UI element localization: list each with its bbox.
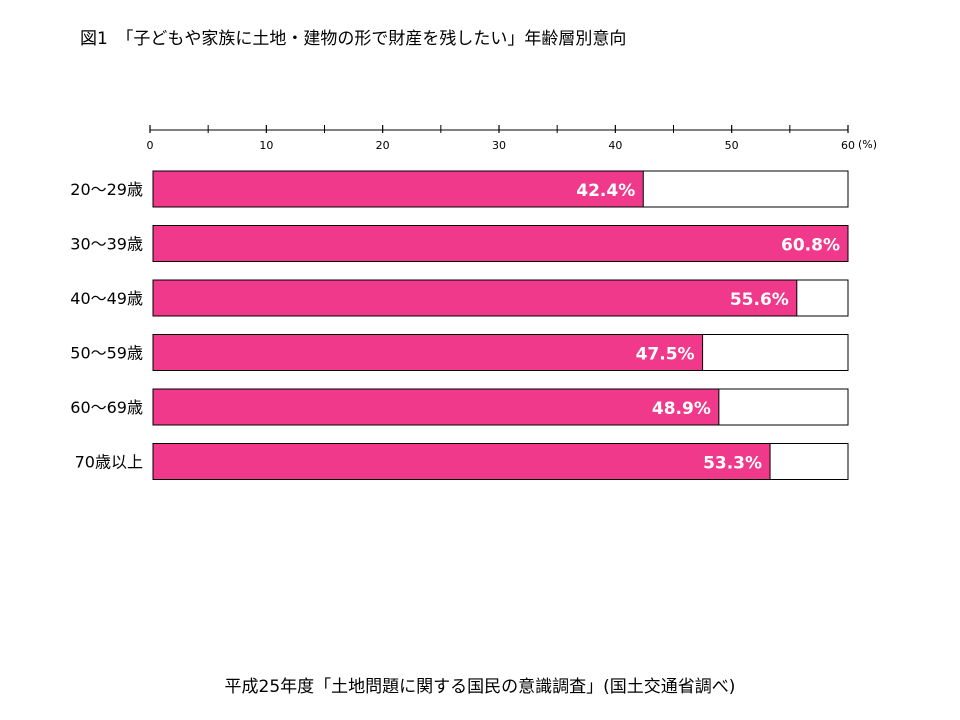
bar-series: 20～29歳 42.4% 30～39歳 60.8% 40～49歳 55.6% 50～59歳 4…: [70, 170, 849, 480]
category-label: 50～59歳: [70, 344, 143, 363]
category-label: 60～69歳: [70, 398, 143, 417]
x-tick-label: 0: [147, 139, 154, 152]
x-tick-label: 60: [841, 139, 855, 152]
data-label: 55.6%: [730, 290, 789, 310]
x-tick-label: 10: [259, 139, 273, 152]
category-label: 70歳以上: [75, 453, 143, 472]
source-note: 平成25年度「土地問題に関する国民の意識調査」(国土交通省調べ): [224, 677, 736, 697]
bar: [152, 225, 849, 262]
data-label: 53.3%: [703, 454, 762, 474]
data-label: 47.5%: [636, 345, 695, 365]
bar: [152, 279, 798, 317]
data-label: 60.8%: [781, 236, 840, 256]
x-axis-unit: (%): [858, 138, 877, 151]
data-label: 42.4%: [576, 181, 635, 201]
bar: [152, 388, 720, 426]
chart-title: 図1 「子どもや家族に土地・建物の形で財産を残したい」年齢層別意向: [80, 29, 627, 49]
x-tick-label: 20: [376, 139, 390, 152]
data-label: 48.9%: [652, 399, 711, 419]
category-label: 40～49歳: [70, 289, 143, 308]
x-tick-label: 30: [492, 139, 506, 152]
x-tick-label: 50: [725, 139, 739, 152]
bar: [152, 170, 644, 208]
category-label: 20～29歳: [70, 180, 143, 199]
category-label: 30～39歳: [70, 235, 143, 254]
x-tick-label: 40: [608, 139, 622, 152]
bar: [152, 334, 704, 371]
x-axis: 0 10 20 30 40 50 60 (%): [147, 125, 877, 152]
bar: [152, 443, 771, 480]
